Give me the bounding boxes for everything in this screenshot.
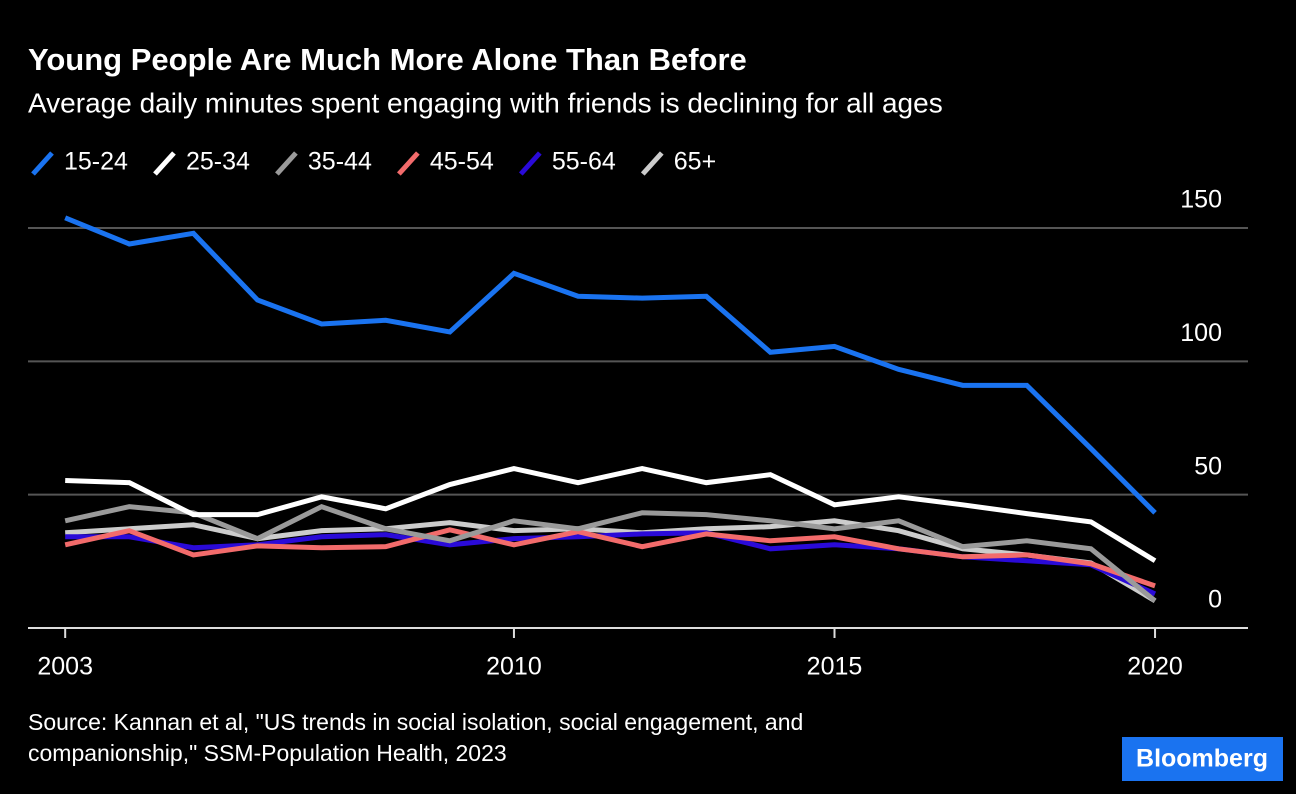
series-line [64,215,1157,515]
y-tick-label: 50 [1194,452,1222,480]
source-note: companionship," SSM-Population Health, 2… [28,740,507,766]
x-tick-label: 2015 [807,653,863,681]
series-line [64,503,1157,603]
x-tick-label: 2010 [486,653,542,681]
legend-swatch [153,151,176,176]
legend-swatch [640,151,664,176]
legend-label: 15-24 [64,148,128,176]
x-tick-label: 2020 [1127,653,1183,681]
chart-subtitle: Average daily minutes spent engaging wit… [28,87,943,118]
legend-label: 35-44 [308,148,372,176]
chart-title: Young People Are Much More Alone Than Be… [28,42,747,77]
source-note: Source: Kannan et al, "US trends in soci… [28,709,803,735]
legend-swatch [275,151,298,176]
legend-label: 65+ [674,148,716,176]
series-line [64,527,1156,589]
legend-label: 45-54 [430,148,494,176]
legend-label: 55-64 [552,148,616,176]
legend-label: 25-34 [186,148,250,176]
legend-swatch [31,151,54,176]
y-tick-label: 0 [1208,586,1222,614]
logo-box [1122,737,1283,781]
logo: Bloomberg [1136,745,1268,773]
x-tick-label: 2003 [37,653,93,681]
y-tick-label: 100 [1180,319,1222,347]
y-tick-label: 150 [1180,186,1222,214]
legend-swatch [518,151,542,176]
legend-swatch [397,151,420,176]
series-line [65,465,1157,563]
